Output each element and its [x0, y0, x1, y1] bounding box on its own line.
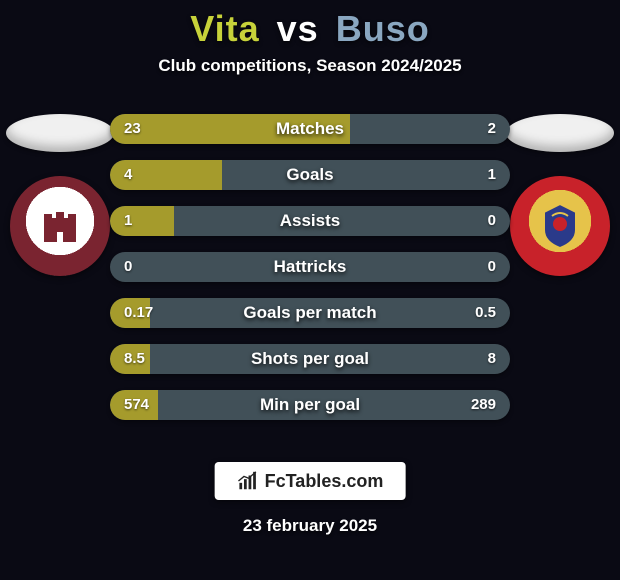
right-player-column: [500, 114, 620, 276]
stat-bar: 10Assists: [110, 206, 510, 236]
brand-chart-icon: [237, 470, 259, 492]
main-area: 232Matches 41Goals 10Assists 00Hattricks 0.1…: [0, 100, 620, 580]
player-silhouette-left: [6, 114, 114, 152]
stat-label: Matches: [110, 114, 510, 144]
footer-date: 23 february 2025: [0, 516, 620, 536]
player2-name: Buso: [336, 8, 430, 49]
stat-label: Assists: [110, 206, 510, 236]
stat-label: Min per goal: [110, 390, 510, 420]
brand-badge: FcTables.com: [215, 462, 406, 500]
stat-bar: 8.58Shots per goal: [110, 344, 510, 374]
player-silhouette-right: [506, 114, 614, 152]
title-vs: vs: [277, 8, 319, 49]
stat-bar: 232Matches: [110, 114, 510, 144]
team-crest-left: [10, 176, 110, 276]
left-player-column: [0, 114, 120, 276]
page-title: Vita vs Buso: [190, 8, 429, 50]
stat-bars: 232Matches 41Goals 10Assists 00Hattricks 0.1…: [110, 114, 510, 420]
player1-name: Vita: [190, 8, 259, 49]
stat-label: Goals: [110, 160, 510, 190]
stat-bar: 00Hattricks: [110, 252, 510, 282]
stat-label: Hattricks: [110, 252, 510, 282]
crest-right-icon: [530, 196, 590, 256]
stat-label: Shots per goal: [110, 344, 510, 374]
team-crest-right: [510, 176, 610, 276]
subtitle: Club competitions, Season 2024/2025: [158, 56, 461, 76]
infographic-container: Vita vs Buso Club competitions, Season 2…: [0, 0, 620, 580]
stat-bar: 0.170.5Goals per match: [110, 298, 510, 328]
stat-bar: 574289Min per goal: [110, 390, 510, 420]
stat-bar: 41Goals: [110, 160, 510, 190]
brand-text: FcTables.com: [265, 471, 384, 492]
stat-label: Goals per match: [110, 298, 510, 328]
crest-left-icon: [30, 196, 90, 256]
